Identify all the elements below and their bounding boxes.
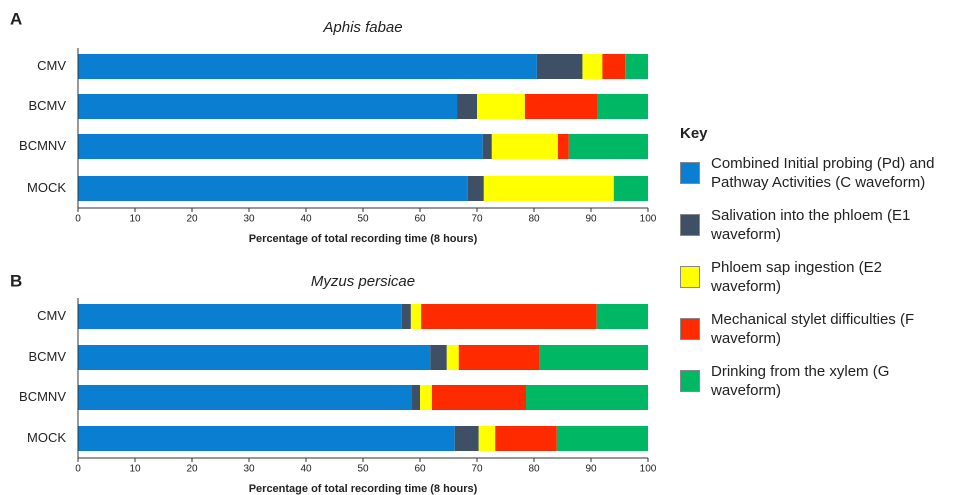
x-tick-label: 30 <box>243 214 255 225</box>
x-tick-label: 30 <box>243 464 255 475</box>
y-tick-label: BCMV <box>28 349 66 364</box>
x-tick-label: 80 <box>528 214 540 225</box>
bar-segment <box>482 134 492 159</box>
x-tick-label: 20 <box>186 214 198 225</box>
bar-segment <box>78 426 455 451</box>
x-tick-label: 100 <box>640 464 657 475</box>
bar-segment <box>568 134 648 159</box>
x-axis-label: Percentage of total recording time (8 ho… <box>249 483 478 495</box>
bar-segment <box>454 426 479 451</box>
bar-segment <box>539 345 648 370</box>
bar-segment <box>401 304 411 329</box>
panel-label: A <box>10 9 22 28</box>
x-tick-label: 60 <box>414 464 426 475</box>
x-tick-label: 90 <box>585 464 597 475</box>
x-tick-label: 10 <box>129 464 141 475</box>
x-tick-label: 70 <box>471 214 483 225</box>
bar-segment <box>446 345 459 370</box>
x-tick-label: 50 <box>357 464 369 475</box>
bar-segment <box>457 94 477 119</box>
legend-label: Combined Initial probing (Pd) and Pathwa… <box>711 155 935 191</box>
bar-segment <box>420 385 432 410</box>
y-tick-label: BCMNV <box>19 138 66 153</box>
legend-item: Drinking from the xylem (G waveform) <box>680 362 950 400</box>
y-tick-label: MOCK <box>27 430 66 445</box>
legend: Key Combined Initial probing (Pd) and Pa… <box>680 125 950 414</box>
legend-item: Salivation into the phloem (E1 waveform) <box>680 206 950 244</box>
bar-segment <box>526 385 648 410</box>
y-tick-label: BCMV <box>28 98 66 113</box>
bar-segment <box>78 345 431 370</box>
x-tick-label: 40 <box>300 214 312 225</box>
bar-segment <box>78 176 468 201</box>
x-tick-label: 90 <box>585 214 597 225</box>
legend-swatch <box>680 162 700 184</box>
x-tick-label: 100 <box>640 214 657 225</box>
legend-item: Combined Initial probing (Pd) and Pathwa… <box>680 154 950 192</box>
bar-segment <box>431 385 527 410</box>
x-tick-label: 60 <box>414 214 426 225</box>
bar-segment <box>491 134 558 159</box>
bar-segment <box>78 134 483 159</box>
bar-segment <box>430 345 447 370</box>
x-tick-label: 70 <box>471 464 483 475</box>
bar-segment <box>78 385 413 410</box>
y-tick-label: CMV <box>37 58 66 73</box>
bar-segment <box>467 176 484 201</box>
bar-segment <box>557 134 569 159</box>
legend-title: Key <box>680 125 708 142</box>
x-tick-label: 20 <box>186 464 198 475</box>
legend-swatch <box>680 214 700 236</box>
x-tick-label: 10 <box>129 214 141 225</box>
bar-segment <box>458 345 540 370</box>
legend-swatch <box>680 370 700 392</box>
x-tick-label: 0 <box>75 214 81 225</box>
legend-swatch <box>680 318 700 340</box>
x-tick-label: 40 <box>300 464 312 475</box>
bar-segment <box>421 304 597 329</box>
legend-label: Mechanical stylet difficulties (F wavefo… <box>711 311 915 347</box>
y-tick-label: CMV <box>37 308 66 323</box>
bar-segment <box>483 176 614 201</box>
bar-segment <box>582 54 603 79</box>
bar-segment <box>602 54 626 79</box>
chart-title: Myzus persicae <box>311 273 415 290</box>
bar-segment <box>536 54 583 79</box>
x-tick-label: 50 <box>357 214 369 225</box>
x-tick-label: 80 <box>528 464 540 475</box>
bar-segment <box>495 426 557 451</box>
legend-label: Phloem sap ingestion (E2 waveform) <box>711 259 882 295</box>
legend-item: Phloem sap ingestion (E2 waveform) <box>680 258 950 296</box>
bar-segment <box>613 176 648 201</box>
bar-segment <box>596 304 648 329</box>
bar-segment <box>478 426 496 451</box>
bar-segment <box>477 94 525 119</box>
bar-segment <box>78 304 402 329</box>
bar-segment <box>625 54 648 79</box>
bar-segment <box>410 304 422 329</box>
panel-label: B <box>10 271 22 290</box>
bar-segment <box>556 426 648 451</box>
x-axis-label: Percentage of total recording time (8 ho… <box>249 233 478 245</box>
y-tick-label: BCMNV <box>19 389 66 404</box>
bar-segment <box>524 94 598 119</box>
legend-label: Salivation into the phloem (E1 waveform) <box>711 207 911 243</box>
legend-label: Drinking from the xylem (G waveform) <box>711 363 890 399</box>
bar-segment <box>597 94 648 119</box>
chart-title: Aphis fabae <box>322 19 402 36</box>
x-tick-label: 0 <box>75 464 81 475</box>
legend-item: Mechanical stylet difficulties (F wavefo… <box>680 310 950 348</box>
bar-segment <box>412 385 420 410</box>
y-tick-label: MOCK <box>27 180 66 195</box>
bar-segment <box>78 94 458 119</box>
legend-swatch <box>680 266 700 288</box>
bar-segment <box>78 54 537 79</box>
